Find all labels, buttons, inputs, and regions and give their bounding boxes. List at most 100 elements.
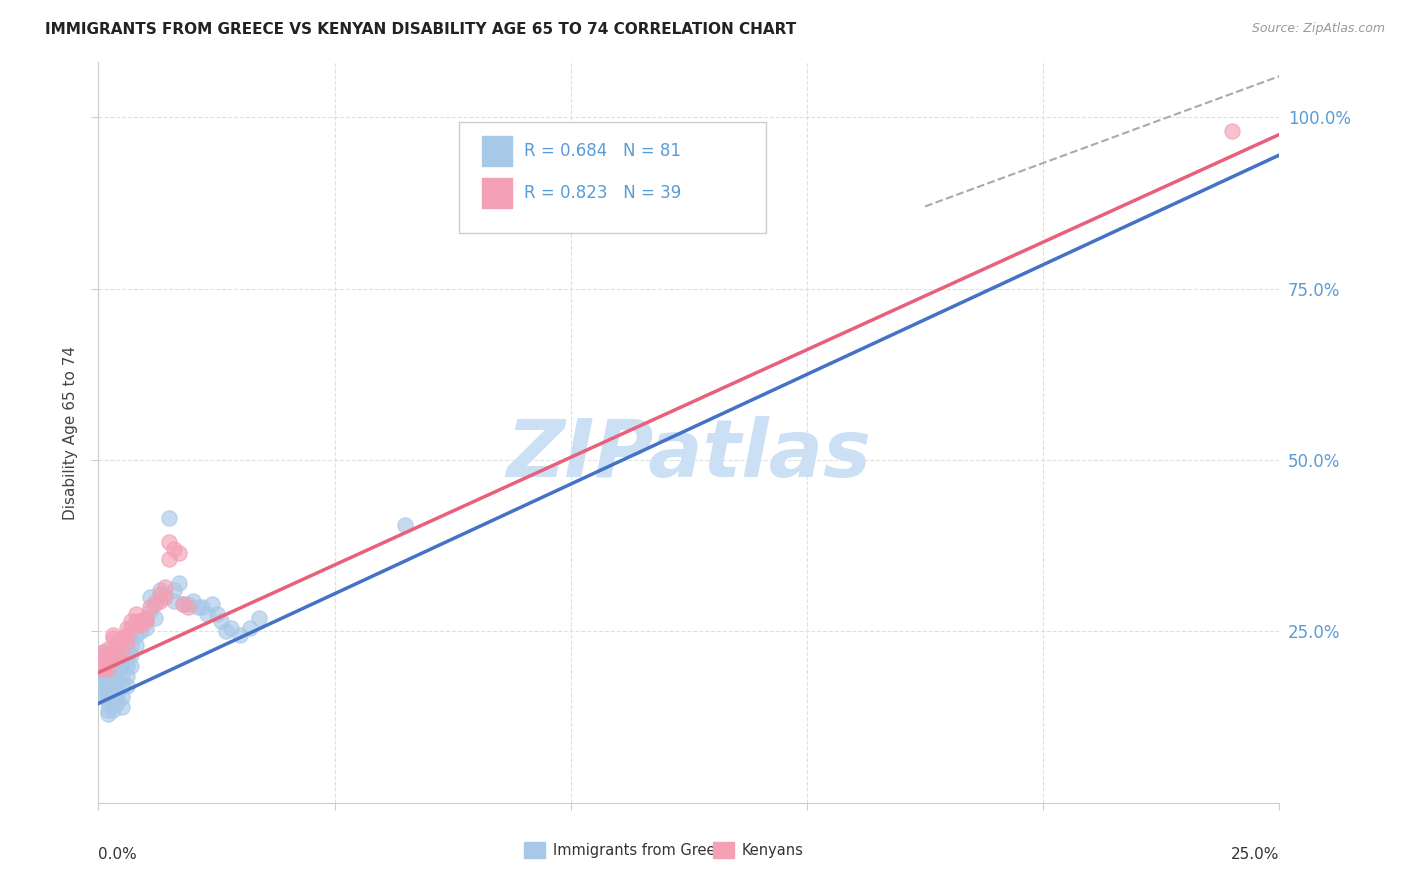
Text: ZIPatlas: ZIPatlas (506, 416, 872, 494)
Point (163, 583, 186, 598)
Point (125, 607, 148, 622)
Point (607, 158, 630, 172)
Point (91, 662, 114, 676)
Point (129, 617, 152, 632)
Point (105, 662, 128, 676)
Point (91, 655, 114, 669)
Point (153, 590, 176, 604)
Text: Immigrants from Greece: Immigrants from Greece (553, 843, 733, 858)
Point (105, 697, 128, 711)
Point (101, 703, 124, 717)
Point (97, 706, 120, 721)
Point (101, 632, 124, 646)
Point (105, 641, 128, 656)
Point (101, 652, 124, 666)
Text: R = 0.684   N = 81: R = 0.684 N = 81 (523, 142, 681, 160)
Point (101, 682, 124, 697)
Point (1220, 124, 1243, 138)
Point (91, 676, 114, 690)
Text: IMMIGRANTS FROM GREECE VS KENYAN DISABILITY AGE 65 TO 74 CORRELATION CHART: IMMIGRANTS FROM GREECE VS KENYAN DISABIL… (45, 22, 796, 37)
Point (177, 597, 200, 611)
Point (105, 682, 128, 697)
Point (121, 648, 143, 663)
Point (149, 583, 172, 598)
Point (91, 645, 114, 659)
Point (101, 690, 124, 704)
Point (163, 593, 186, 607)
Point (121, 621, 143, 635)
Point (167, 545, 190, 559)
Point (153, 587, 176, 601)
Point (101, 676, 124, 690)
Point (115, 658, 138, 673)
Bar (713, 842, 734, 858)
Point (139, 604, 162, 618)
Point (97, 662, 120, 676)
Point (121, 638, 143, 652)
Point (97, 690, 120, 704)
Point (135, 610, 157, 624)
Point (219, 621, 242, 635)
Point (111, 645, 134, 659)
Point (121, 628, 143, 642)
Point (143, 593, 166, 607)
Point (115, 628, 138, 642)
Point (115, 634, 138, 648)
Point (111, 645, 134, 659)
Point (191, 600, 214, 615)
Text: 25.0%: 25.0% (1232, 847, 1279, 863)
Point (205, 607, 228, 622)
Point (115, 669, 138, 683)
Point (135, 610, 157, 624)
Point (129, 624, 152, 639)
Point (125, 628, 148, 642)
FancyBboxPatch shape (458, 121, 766, 233)
Point (97, 682, 120, 697)
Point (115, 641, 138, 656)
Point (157, 511, 180, 525)
Text: 0.0%: 0.0% (98, 847, 138, 863)
Point (97, 652, 120, 666)
Point (143, 610, 166, 624)
Point (105, 690, 128, 704)
Point (91, 673, 114, 687)
Text: Source: ZipAtlas.com: Source: ZipAtlas.com (1251, 22, 1385, 36)
Point (139, 590, 162, 604)
Point (247, 610, 270, 624)
Point (201, 597, 224, 611)
Point (172, 597, 194, 611)
Point (105, 676, 128, 690)
Point (149, 593, 172, 607)
Point (105, 648, 128, 663)
Point (111, 679, 134, 693)
Point (91, 690, 114, 704)
Point (111, 699, 134, 714)
Point (91, 686, 114, 700)
Point (163, 542, 186, 557)
Point (97, 641, 120, 656)
Point (177, 600, 200, 615)
Point (115, 652, 138, 666)
Point (111, 669, 134, 683)
Point (91, 648, 114, 663)
Point (91, 645, 114, 659)
Text: Kenyans: Kenyans (742, 843, 804, 858)
Point (97, 703, 120, 717)
Bar (482, 178, 512, 208)
Point (157, 552, 180, 566)
Point (97, 679, 120, 693)
Text: R = 0.823   N = 39: R = 0.823 N = 39 (523, 184, 681, 202)
Point (209, 614, 232, 628)
Point (195, 607, 218, 622)
Point (121, 614, 143, 628)
Point (115, 621, 138, 635)
Point (97, 697, 120, 711)
Point (111, 658, 134, 673)
Point (101, 662, 124, 676)
Y-axis label: Disability Age 65 to 74: Disability Age 65 to 74 (63, 345, 79, 520)
Point (187, 600, 209, 615)
Point (101, 655, 124, 669)
Point (215, 624, 238, 639)
Point (101, 628, 124, 642)
Point (172, 597, 194, 611)
